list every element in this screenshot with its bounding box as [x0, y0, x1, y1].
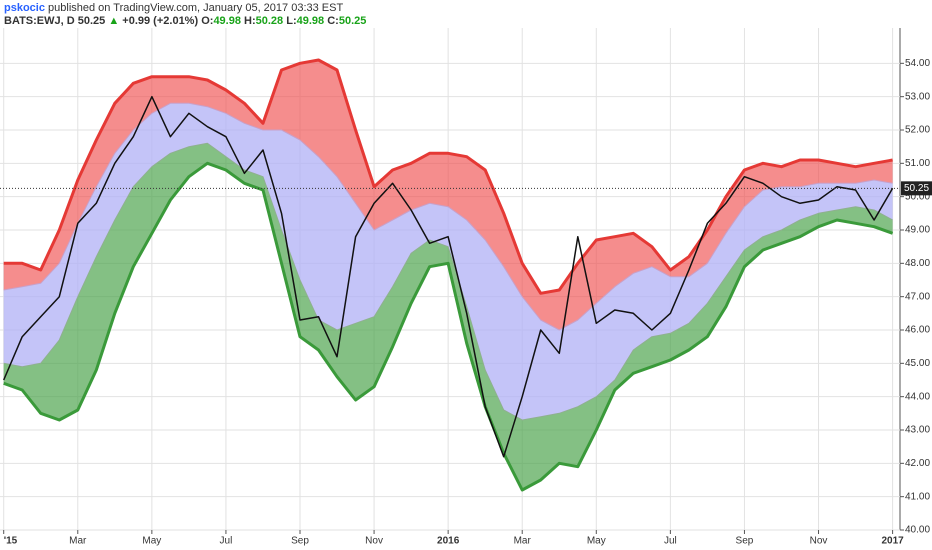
x-tick-label: '15: [4, 536, 18, 547]
x-tick-label: Nov: [810, 536, 828, 547]
x-tick-label: Jul: [664, 536, 677, 547]
x-tick-label: Mar: [69, 536, 87, 547]
ohlc-label: L:: [286, 15, 297, 27]
y-tick-label: 53.00: [905, 91, 930, 102]
published: published on TradingView.com, January 05…: [48, 2, 344, 14]
series-line: [3, 102, 893, 331]
header-line-2: BATS:EWJ, D 50.25 ▲ +0.99 (+2.01%) O:49.…: [4, 15, 366, 27]
band-fill: [3, 143, 893, 491]
band-fill: [3, 103, 893, 421]
x-tick-label: Sep: [291, 536, 309, 547]
y-tick-label: 44.00: [905, 391, 930, 402]
series-line: [3, 95, 894, 458]
up-arrow: ▲: [108, 15, 120, 27]
y-tick-label: 45.00: [905, 358, 930, 369]
y-tick-label: 50.00: [905, 191, 930, 202]
band-fill: [3, 60, 893, 330]
y-tick-label: 43.00: [905, 425, 930, 436]
last-price-tag: [901, 181, 932, 196]
ohlc-value: 49.98: [296, 15, 325, 27]
ohlc-value: 50.25: [338, 15, 367, 27]
x-tick-label: 2016: [437, 536, 460, 547]
ohlc: O:49.98 H:50.28 L:49.98 C:50.25: [201, 15, 366, 27]
last-price: 50.25: [77, 15, 106, 27]
x-tick-label: Jul: [220, 536, 233, 547]
x-tick-label: 2017: [881, 536, 904, 547]
ohlc-label: H:: [244, 15, 256, 27]
x-tick-label: May: [142, 536, 161, 547]
x-tick-label: May: [587, 536, 606, 547]
y-tick-label: 47.00: [905, 291, 930, 302]
ohlc-label: O:: [201, 15, 214, 27]
y-tick-label: 54.00: [905, 58, 930, 69]
ohlc-value: 50.28: [255, 15, 284, 27]
y-tick-label: 41.00: [905, 491, 930, 502]
y-tick-label: 40.00: [905, 525, 930, 536]
y-tick-label: 49.00: [905, 225, 930, 236]
ohlc-value: 49.98: [213, 15, 241, 27]
ohlc-label: C:: [327, 15, 339, 27]
x-tick-label: Nov: [365, 536, 383, 547]
y-tick-label: 46.00: [905, 325, 930, 336]
symbol: BATS:EWJ, D: [4, 15, 75, 27]
y-tick-label: 42.00: [905, 458, 930, 469]
x-tick-label: Sep: [736, 536, 754, 547]
series-line: [3, 142, 893, 421]
y-tick-label: 52.00: [905, 125, 930, 136]
author[interactable]: pskocic: [4, 2, 45, 14]
series-line: [3, 58, 893, 295]
y-tick-label: 48.00: [905, 258, 930, 269]
last-price-label: 50.25: [904, 183, 929, 194]
x-tick-label: Mar: [514, 536, 532, 547]
series-line: [3, 161, 894, 492]
header-line-1: pskocic published on TradingView.com, Ja…: [4, 2, 343, 14]
y-tick-label: 51.00: [905, 158, 930, 169]
change: +0.99 (+2.01%): [122, 15, 199, 27]
